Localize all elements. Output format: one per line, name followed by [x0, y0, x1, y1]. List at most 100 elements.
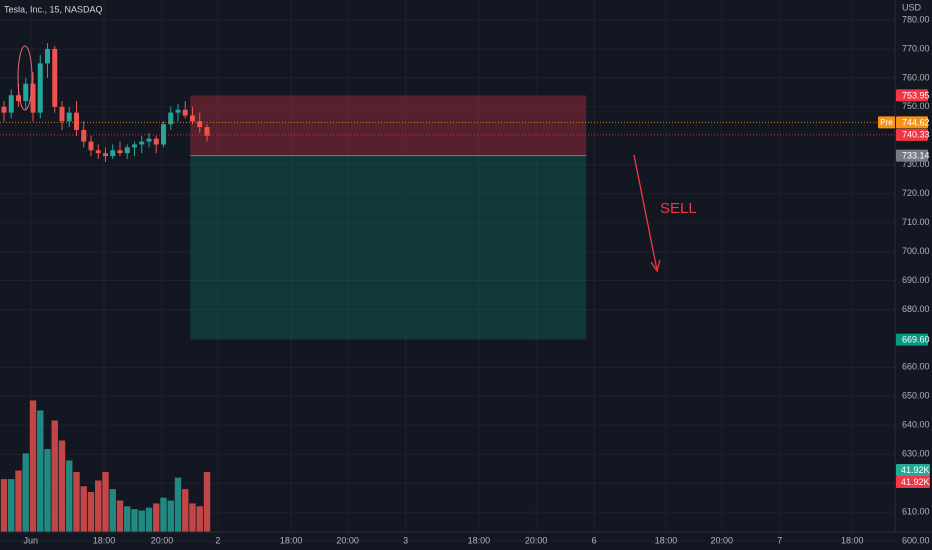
x-tick-label: 18:00 [468, 535, 491, 545]
x-tick-label: 20:00 [336, 535, 359, 545]
candle-body [81, 130, 87, 142]
volume-bar [37, 410, 44, 532]
price-badge [896, 116, 928, 129]
volume-bar [8, 479, 15, 532]
volume-bar [0, 479, 8, 532]
volume-bar [109, 489, 116, 532]
candle-body [8, 95, 14, 113]
candle-body [204, 127, 210, 136]
volume-bar [153, 503, 160, 532]
candle-body [1, 106, 7, 113]
y-tick-label: 640.00 [902, 420, 930, 430]
volume-bar [102, 471, 109, 532]
candle-body [197, 121, 203, 128]
volume-bar [124, 506, 131, 532]
volume-bar [15, 470, 22, 532]
price-badge [896, 333, 928, 346]
x-tick-label: 20:00 [151, 535, 174, 545]
volume-badge-label: 41.92K [901, 465, 930, 475]
price-badge [896, 149, 928, 162]
y-tick-label: 610.00 [902, 506, 930, 516]
y-tick-label: 720.00 [902, 188, 930, 198]
y-tick-label: 750.00 [902, 101, 930, 111]
x-tick-label: 2 [215, 535, 220, 545]
price-badge [896, 89, 928, 102]
volume-bar [95, 480, 102, 532]
stop-zone [190, 95, 587, 156]
volume-bar [58, 440, 66, 532]
grid [0, 0, 895, 542]
volume-bar [174, 477, 182, 532]
y-tick-label: 650.00 [902, 391, 930, 401]
x-tick-label: 20:00 [525, 535, 548, 545]
y-tick-label: 690.00 [902, 275, 930, 285]
candle-body [15, 95, 21, 102]
volume-bar [29, 400, 37, 532]
target-zone [190, 155, 587, 340]
volume-bar [51, 420, 58, 532]
plot [0, 43, 895, 532]
candle-body [110, 150, 116, 157]
candle-body [153, 138, 159, 145]
volume-bar [145, 507, 153, 532]
price-badge-label: 744.62 [902, 117, 930, 127]
price-badge [896, 128, 928, 141]
x-tick-label: 18:00 [280, 535, 303, 545]
candle-body [117, 150, 123, 154]
currency: USD [902, 2, 922, 12]
volume-badge [896, 476, 930, 489]
volume-bar [44, 449, 51, 532]
volume-badge-label: 41.92K [901, 477, 930, 487]
y-tick-label: 630.00 [902, 449, 930, 459]
candle-body [52, 48, 58, 107]
candle-body [160, 124, 166, 145]
y-tick-label: 700.00 [902, 246, 930, 256]
x-tick-label: 6 [592, 535, 597, 545]
arrow-head [650, 259, 661, 273]
candle-body [44, 48, 50, 64]
volume-bar [131, 509, 138, 532]
y-tick-label: 780.00 [902, 14, 930, 24]
arrow [633, 154, 658, 271]
price-badge-label: 669.60 [902, 334, 930, 344]
candle-body [95, 150, 101, 154]
volume-bar [160, 497, 167, 532]
volume-bar [182, 489, 189, 532]
candle-body [73, 112, 79, 131]
candle-body [30, 83, 36, 113]
y-tick-label: 660.00 [902, 362, 930, 372]
x-tick-label: 18:00 [841, 535, 864, 545]
candle-body [131, 144, 137, 148]
candle-body [139, 141, 145, 145]
volume-bar [22, 453, 29, 532]
volume-bar [196, 506, 203, 532]
candle-body [102, 153, 108, 157]
volume-bar [203, 471, 211, 532]
volume-bar [167, 500, 174, 532]
candle-body [175, 109, 181, 113]
y-tick-label: 770.00 [902, 43, 930, 53]
candle-body [168, 112, 174, 125]
y-tick-label: 710.00 [902, 217, 930, 227]
candle-body [88, 141, 94, 151]
candle-body [182, 109, 188, 116]
badge-tag-label: Pre [880, 118, 893, 127]
axes: 780.00 770.00 760.00 750.00 730.00 720.00 710.… [24, 14, 930, 545]
volume-bar [138, 510, 145, 532]
candle-body [124, 147, 130, 154]
volume-bar [80, 486, 87, 532]
x-tick-label: 3 [403, 535, 408, 545]
y-tick-label: 680.00 [902, 304, 930, 314]
volume-bar [73, 471, 80, 532]
price-badge-label: 753.95 [902, 90, 930, 100]
chart-title: Tesla, Inc., 15, NASDAQ [4, 4, 103, 14]
volume-bar [66, 460, 73, 532]
y-tick-label: 600.00 [902, 535, 930, 545]
candle-body [190, 115, 196, 122]
volume-bar [116, 500, 124, 532]
candle-body [59, 106, 65, 122]
highlight-circle [17, 45, 33, 111]
x-tick-label: 18:00 [655, 535, 678, 545]
